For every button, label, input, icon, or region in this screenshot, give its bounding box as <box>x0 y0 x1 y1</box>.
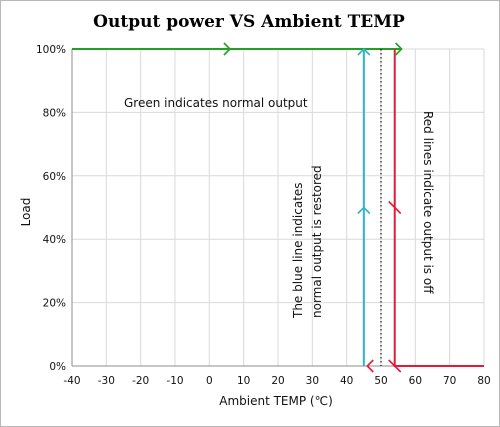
x-tick-label-3: -10 <box>166 375 183 387</box>
red-arrow-3 <box>366 359 374 373</box>
x-axis-label: Ambient TEMP (℃) <box>219 394 333 408</box>
y-tick-label-1: 20% <box>43 298 66 310</box>
chart-title: Output power VS Ambient TEMP <box>93 12 405 32</box>
series-line-1 <box>393 49 484 367</box>
blue-arrow-2 <box>357 47 371 56</box>
green-arrow-1 <box>223 42 232 56</box>
y-tick-label-2: 40% <box>43 234 66 246</box>
y-tick-label-3: 60% <box>43 171 66 183</box>
red-arrow-2 <box>388 359 402 373</box>
blue-arrow-1 <box>357 206 371 215</box>
x-tick-label-1: -30 <box>98 375 115 387</box>
red-arrow-1 <box>388 200 402 215</box>
x-tick-label-6: 20 <box>271 375 284 387</box>
annotation-blue-line2: normal output is restored <box>310 165 324 318</box>
x-tick-label-9: 50 <box>374 375 387 387</box>
x-tick-label-0: -40 <box>63 375 80 387</box>
x-tick-label-4: 0 <box>206 375 213 387</box>
x-tick-label-2: -20 <box>132 375 149 387</box>
x-tick-label-11: 70 <box>443 375 456 387</box>
x-tick-label-7: 30 <box>306 375 319 387</box>
green-arrow-2 <box>395 42 403 56</box>
x-tick-label-5: 10 <box>237 375 250 387</box>
y-tick-label-5: 100% <box>36 44 66 56</box>
series <box>72 42 484 373</box>
x-tick-label-8: 40 <box>340 375 353 387</box>
x-tick-label-10: 60 <box>409 375 422 387</box>
annotation-red: Red lines indicate output is off <box>421 111 435 294</box>
x-tick-label-12: 80 <box>477 375 490 387</box>
annotation-green: Green indicates normal output <box>124 96 308 110</box>
y-tick-label-0: 0% <box>49 361 66 373</box>
tick-labels: -40 -30 -20 -10 0 10 20 30 40 50 60 70 80 0% 20% 40% 60%… <box>36 44 491 387</box>
y-tick-label-4: 80% <box>43 107 66 119</box>
y-axis-label: Load <box>19 198 33 227</box>
annotation-blue-line1: The blue line indicates <box>291 182 305 319</box>
